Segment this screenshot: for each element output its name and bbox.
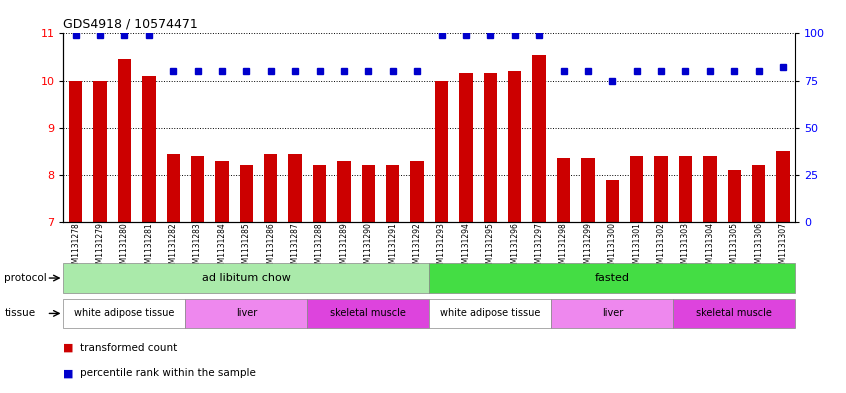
Bar xyxy=(552,299,673,328)
Text: GSM1131280: GSM1131280 xyxy=(120,222,129,273)
Bar xyxy=(435,81,448,222)
Text: GSM1131303: GSM1131303 xyxy=(681,222,690,273)
Text: GSM1131291: GSM1131291 xyxy=(388,222,398,273)
Text: GSM1131288: GSM1131288 xyxy=(315,222,324,273)
Text: GSM1131307: GSM1131307 xyxy=(778,222,788,273)
Bar xyxy=(142,76,156,222)
Bar xyxy=(557,158,570,222)
Bar xyxy=(361,165,375,222)
Bar xyxy=(777,151,790,222)
Text: GSM1131289: GSM1131289 xyxy=(339,222,349,273)
Text: liver: liver xyxy=(602,309,623,318)
Text: GSM1131286: GSM1131286 xyxy=(266,222,275,273)
Text: ad libitum chow: ad libitum chow xyxy=(202,273,291,283)
Bar xyxy=(678,156,692,222)
Text: tissue: tissue xyxy=(4,309,36,318)
Bar xyxy=(288,154,302,222)
Text: GSM1131299: GSM1131299 xyxy=(584,222,592,273)
Text: liver: liver xyxy=(236,309,257,318)
Bar xyxy=(429,263,795,293)
Bar xyxy=(167,154,180,222)
Text: GSM1131305: GSM1131305 xyxy=(730,222,739,273)
Bar xyxy=(484,73,497,222)
Text: GSM1131298: GSM1131298 xyxy=(559,222,568,273)
Text: skeletal muscle: skeletal muscle xyxy=(331,309,406,318)
Bar xyxy=(313,165,327,222)
Bar xyxy=(728,170,741,222)
Text: ■: ■ xyxy=(63,343,74,353)
Bar xyxy=(338,161,351,222)
Bar xyxy=(93,81,107,222)
Text: GSM1131300: GSM1131300 xyxy=(607,222,617,273)
Text: GSM1131285: GSM1131285 xyxy=(242,222,251,273)
Text: white adipose tissue: white adipose tissue xyxy=(74,309,174,318)
Text: white adipose tissue: white adipose tissue xyxy=(440,309,541,318)
Bar xyxy=(459,73,473,222)
Text: GSM1131284: GSM1131284 xyxy=(217,222,227,273)
Bar xyxy=(429,299,552,328)
Text: GSM1131293: GSM1131293 xyxy=(437,222,446,273)
Text: GSM1131296: GSM1131296 xyxy=(510,222,519,273)
Bar xyxy=(703,156,717,222)
Text: GSM1131302: GSM1131302 xyxy=(656,222,666,273)
Text: GDS4918 / 10574471: GDS4918 / 10574471 xyxy=(63,18,198,31)
Bar xyxy=(508,71,521,222)
Text: GSM1131304: GSM1131304 xyxy=(706,222,714,273)
Bar xyxy=(752,165,766,222)
Text: GSM1131279: GSM1131279 xyxy=(96,222,105,273)
Bar xyxy=(581,158,595,222)
Text: GSM1131282: GSM1131282 xyxy=(168,222,178,273)
Text: GSM1131287: GSM1131287 xyxy=(291,222,299,273)
Text: protocol: protocol xyxy=(4,273,47,283)
Bar xyxy=(63,299,185,328)
Text: GSM1131301: GSM1131301 xyxy=(632,222,641,273)
Text: GSM1131295: GSM1131295 xyxy=(486,222,495,273)
Bar xyxy=(239,165,253,222)
Text: transformed count: transformed count xyxy=(80,343,178,353)
Bar xyxy=(630,156,644,222)
Bar xyxy=(118,59,131,222)
Text: ■: ■ xyxy=(63,368,74,378)
Bar xyxy=(215,161,228,222)
Text: GSM1131283: GSM1131283 xyxy=(193,222,202,273)
Bar xyxy=(673,299,795,328)
Bar xyxy=(307,299,429,328)
Text: GSM1131294: GSM1131294 xyxy=(461,222,470,273)
Text: GSM1131278: GSM1131278 xyxy=(71,222,80,273)
Bar xyxy=(185,299,307,328)
Bar xyxy=(410,161,424,222)
Text: skeletal muscle: skeletal muscle xyxy=(696,309,772,318)
Text: GSM1131297: GSM1131297 xyxy=(535,222,544,273)
Text: GSM1131281: GSM1131281 xyxy=(145,222,153,273)
Bar xyxy=(532,55,546,222)
Bar xyxy=(69,81,82,222)
Bar xyxy=(606,180,619,222)
Bar xyxy=(63,263,429,293)
Text: GSM1131292: GSM1131292 xyxy=(413,222,421,273)
Text: GSM1131290: GSM1131290 xyxy=(364,222,373,273)
Bar xyxy=(191,156,205,222)
Bar xyxy=(264,154,277,222)
Text: percentile rank within the sample: percentile rank within the sample xyxy=(80,368,256,378)
Text: fasted: fasted xyxy=(595,273,629,283)
Text: GSM1131306: GSM1131306 xyxy=(754,222,763,273)
Bar xyxy=(654,156,667,222)
Bar xyxy=(386,165,399,222)
